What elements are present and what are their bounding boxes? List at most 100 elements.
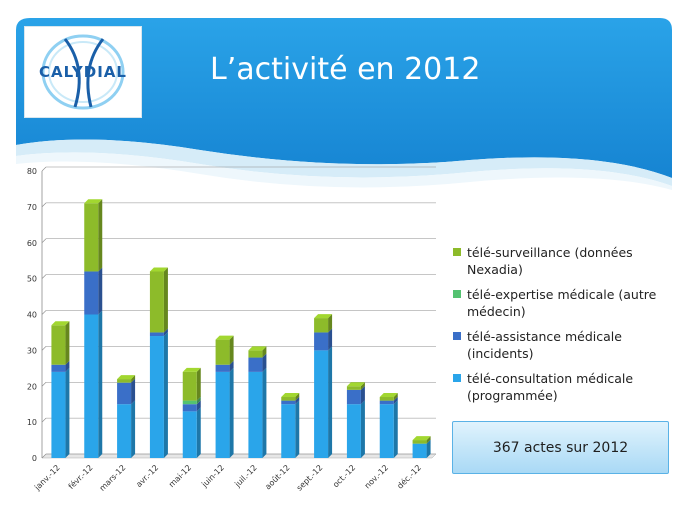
bar-segment: [379, 404, 394, 458]
slide-title: L’activité en 2012: [210, 52, 481, 87]
bar-side: [229, 360, 234, 372]
bar-segment: [215, 339, 230, 365]
bar-segment: [51, 325, 66, 365]
bar-segment: [281, 404, 296, 458]
bar-segment: [215, 371, 230, 458]
bar-side: [295, 396, 300, 405]
bar-side: [196, 407, 201, 458]
bar-side: [360, 385, 365, 405]
bar-side: [262, 367, 267, 458]
legend-label: télé-surveillance (données Nexadia): [467, 245, 633, 277]
x-tick-label: mai-12: [167, 463, 193, 489]
bar-segment: [248, 350, 263, 358]
bar-top: [314, 314, 333, 319]
legend-swatch: [453, 332, 461, 340]
bar-segment: [117, 379, 132, 383]
bar-side: [65, 367, 70, 458]
bar-segment: [182, 371, 197, 401]
bar-segment: [314, 332, 329, 351]
bar-segment: [149, 271, 164, 333]
bar-top: [379, 393, 398, 398]
bar-side: [262, 346, 267, 358]
bar-segment: [346, 386, 361, 390]
logo-swirl-icon: [41, 34, 125, 110]
bar-top: [117, 375, 136, 380]
bar-side: [98, 199, 103, 272]
chart-legend: télé-surveillance (données Nexadia) télé-…: [453, 244, 683, 412]
bar-segment: [149, 336, 164, 458]
stacked-bar-chart: 0 10 20 30 40 50 60 70 80 janv.-12 févr.-12 mars-12…: [27, 166, 437, 493]
bar-side: [295, 400, 300, 458]
gridline-diagonal: [41, 166, 47, 172]
legend-label: télé-expertise médicale (autre médecin): [467, 287, 657, 319]
bar-segment: [215, 364, 230, 372]
x-tick-label: janv.-12: [32, 463, 62, 493]
summary-text: 367 actes sur 2012: [492, 439, 629, 456]
bar-top: [51, 321, 70, 326]
gridline-diagonal: [41, 202, 47, 208]
bar-side: [393, 393, 398, 401]
bar-side: [360, 400, 365, 458]
slide-header: CALYDIAL L’activité en 2012: [0, 0, 689, 200]
bar-segment: [281, 397, 296, 401]
bar-side: [393, 396, 398, 405]
bar-side: [196, 396, 201, 405]
legend-item: télé-assistance médicale (incidents): [453, 328, 683, 362]
x-tick-label: juin-12: [199, 463, 226, 490]
bar-segment: [281, 400, 296, 405]
y-tick-label: 30: [27, 346, 37, 355]
bar-side: [262, 353, 267, 372]
bar-side: [131, 400, 136, 458]
bar-top: [248, 346, 267, 351]
bar-segment: [248, 357, 263, 372]
bar-segment: [314, 318, 329, 333]
legend-swatch: [453, 248, 461, 256]
bar-top: [346, 382, 365, 387]
bar-segment: [182, 404, 197, 412]
bar-side: [426, 436, 431, 444]
logo-text: CALYDIAL: [39, 63, 127, 81]
x-tick-label: avr.-12: [134, 463, 160, 489]
bar-segment: [149, 332, 164, 337]
bar-side: [163, 267, 168, 333]
legend-item: télé-consultation médicale (programmée): [453, 370, 683, 404]
legend-label: télé-assistance médicale (incidents): [467, 329, 622, 361]
bar-side: [65, 360, 70, 372]
x-tick-label: nov.-12: [363, 463, 390, 490]
bar-side: [229, 367, 234, 458]
legend-item: télé-expertise médicale (autre médecin): [453, 286, 683, 320]
bar-side: [393, 400, 398, 458]
x-tick-label: mars-12: [98, 463, 128, 493]
bar-side: [328, 346, 333, 458]
y-tick-label: 20: [27, 382, 37, 391]
bar-side: [163, 332, 168, 458]
summary-box: 367 actes sur 2012: [452, 421, 669, 474]
x-tick-label: déc.-12: [395, 462, 423, 490]
gridline-diagonal: [41, 274, 47, 279]
bar-segment: [346, 389, 361, 405]
bar-segment: [182, 411, 197, 458]
y-tick-label: 80: [27, 167, 37, 176]
bar-side: [426, 439, 431, 458]
bar-side: [98, 267, 103, 315]
legend-label: télé-consultation médicale (programmée): [467, 371, 634, 403]
y-tick-label: 50: [27, 275, 37, 284]
bar-side: [360, 382, 365, 390]
bar-segment: [379, 400, 394, 405]
bar-side: [196, 400, 201, 412]
bar-segment: [84, 203, 99, 272]
bar-top: [149, 267, 168, 272]
bar-segment: [314, 350, 329, 458]
bar-segment: [117, 404, 132, 458]
x-tick-label: sept.-12: [295, 463, 325, 493]
bar-segment: [379, 397, 394, 401]
legend-swatch: [453, 290, 461, 298]
gridline-diagonal: [41, 310, 47, 315]
bar-segment: [84, 271, 99, 315]
bar-segment: [51, 364, 66, 372]
bar-side: [229, 335, 234, 365]
y-tick-label: 40: [27, 311, 37, 320]
bar-segment: [412, 443, 427, 458]
calydial-logo: CALYDIAL: [24, 26, 142, 118]
header-banner: [16, 18, 672, 190]
